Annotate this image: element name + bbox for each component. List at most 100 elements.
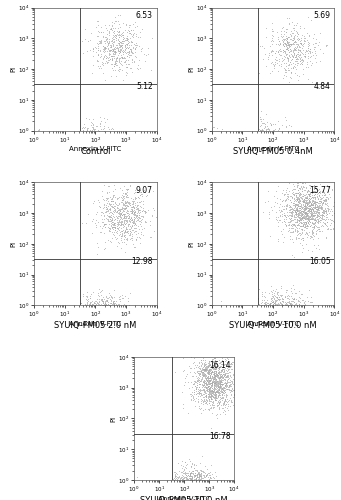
- Point: [122, 232, 128, 239]
- Point: [280, 297, 286, 305]
- Point: [114, 300, 119, 308]
- Point: [311, 197, 316, 205]
- Point: [223, 390, 229, 398]
- Point: [258, 120, 264, 128]
- Point: [269, 294, 275, 302]
- Point: [265, 124, 270, 132]
- Point: [272, 302, 278, 310]
- Point: [191, 460, 196, 468]
- Point: [298, 38, 303, 46]
- Point: [269, 298, 275, 306]
- Point: [118, 42, 123, 50]
- Point: [262, 123, 267, 131]
- Point: [310, 193, 315, 201]
- Point: [288, 214, 294, 222]
- Point: [296, 216, 302, 224]
- Point: [320, 218, 325, 226]
- Point: [298, 59, 304, 67]
- Point: [309, 220, 315, 228]
- Point: [117, 48, 122, 56]
- Point: [116, 239, 121, 247]
- Point: [184, 460, 190, 468]
- Point: [197, 369, 203, 377]
- Point: [273, 300, 278, 308]
- Text: 5.69: 5.69: [313, 11, 330, 20]
- Point: [294, 65, 299, 73]
- Point: [202, 377, 207, 385]
- Point: [209, 398, 214, 406]
- Point: [119, 41, 124, 49]
- Point: [305, 198, 310, 206]
- Point: [261, 292, 267, 300]
- Point: [106, 220, 111, 228]
- Point: [302, 34, 307, 42]
- Point: [92, 297, 98, 305]
- Point: [105, 294, 111, 302]
- Point: [180, 464, 185, 472]
- Point: [307, 204, 312, 212]
- Point: [104, 38, 110, 46]
- Point: [120, 207, 125, 215]
- Point: [128, 26, 133, 34]
- Point: [210, 356, 215, 364]
- Point: [193, 394, 198, 402]
- Point: [222, 370, 227, 378]
- Point: [194, 367, 199, 375]
- Point: [294, 213, 299, 221]
- Point: [293, 202, 298, 210]
- Point: [218, 380, 223, 388]
- Point: [294, 50, 299, 58]
- Point: [216, 372, 221, 380]
- Point: [283, 50, 289, 58]
- Point: [329, 226, 334, 234]
- Point: [325, 224, 330, 232]
- Point: [122, 42, 128, 50]
- Point: [130, 216, 135, 224]
- Point: [304, 29, 310, 37]
- Point: [189, 396, 194, 404]
- Point: [279, 212, 285, 220]
- Point: [220, 361, 226, 369]
- Point: [281, 225, 286, 233]
- Point: [107, 224, 112, 232]
- Point: [291, 188, 296, 196]
- Point: [310, 194, 315, 202]
- Point: [218, 383, 223, 391]
- Point: [204, 472, 209, 480]
- Point: [119, 53, 124, 61]
- Point: [316, 204, 322, 212]
- Point: [284, 194, 290, 202]
- Point: [129, 212, 134, 220]
- Point: [119, 205, 124, 213]
- Point: [213, 364, 218, 372]
- Point: [111, 216, 116, 224]
- Point: [185, 370, 190, 378]
- Point: [109, 218, 115, 226]
- Point: [301, 194, 307, 202]
- Point: [93, 210, 99, 218]
- Point: [214, 378, 220, 386]
- Point: [142, 218, 148, 226]
- Point: [308, 211, 313, 219]
- Point: [201, 360, 206, 368]
- Point: [211, 369, 217, 377]
- Point: [224, 364, 230, 372]
- Point: [275, 126, 281, 134]
- Point: [213, 386, 219, 394]
- Point: [127, 198, 132, 206]
- Point: [122, 214, 127, 222]
- Point: [104, 26, 110, 34]
- Point: [274, 290, 280, 298]
- Point: [181, 474, 187, 482]
- Point: [214, 124, 220, 132]
- Point: [292, 49, 297, 57]
- Point: [290, 201, 295, 209]
- Point: [259, 292, 264, 300]
- Point: [217, 376, 222, 384]
- Point: [95, 62, 101, 70]
- Point: [319, 208, 325, 216]
- Point: [115, 36, 120, 44]
- Point: [132, 18, 138, 26]
- Point: [109, 54, 115, 62]
- Point: [316, 188, 321, 196]
